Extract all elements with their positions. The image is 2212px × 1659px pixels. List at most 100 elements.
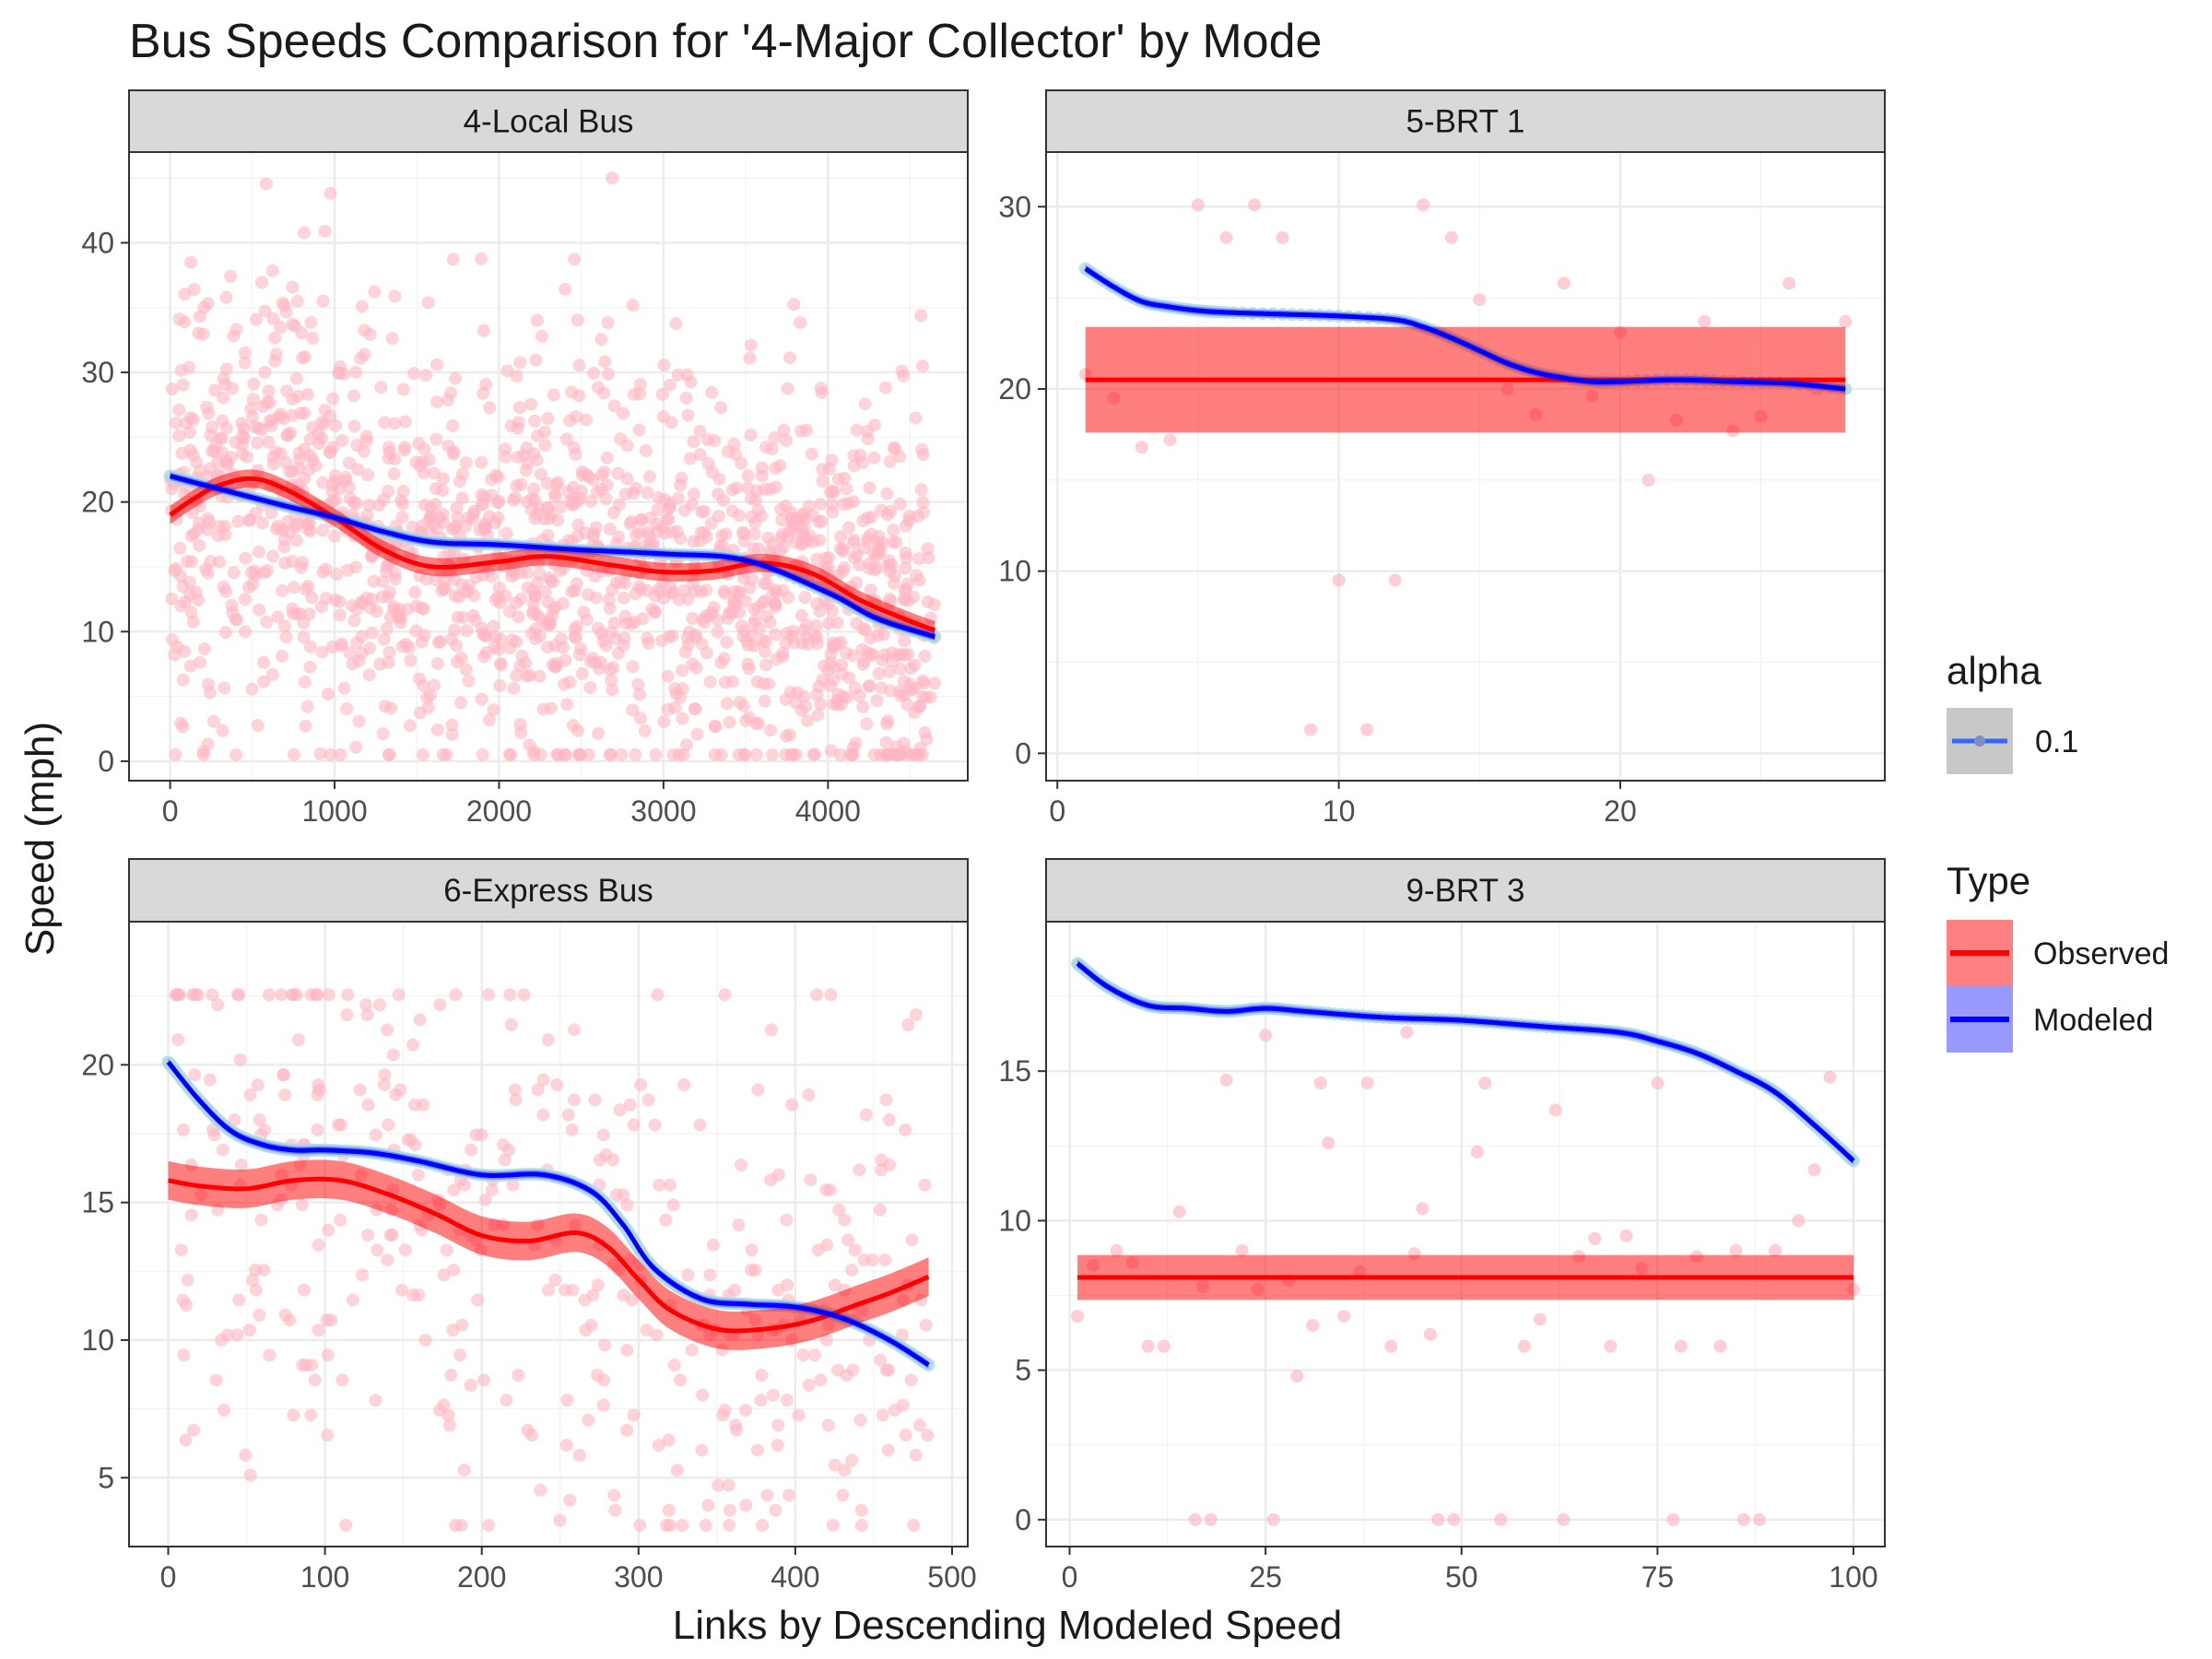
observed-point xyxy=(888,569,901,582)
observed-point xyxy=(591,621,605,635)
observed-point xyxy=(588,570,602,583)
observed-point xyxy=(343,491,357,505)
observed-point xyxy=(641,1093,655,1107)
observed-point xyxy=(172,403,186,417)
observed-point xyxy=(771,1439,784,1453)
observed-point xyxy=(800,713,814,727)
observed-point xyxy=(487,619,500,633)
observed-point xyxy=(322,1223,335,1237)
observed-point xyxy=(169,747,182,761)
facet-strip xyxy=(128,858,969,923)
observed-point xyxy=(371,1243,384,1257)
observed-point xyxy=(1416,1202,1430,1216)
observed-point xyxy=(312,1078,325,1092)
observed-point xyxy=(277,619,291,633)
observed-point xyxy=(421,700,435,714)
observed-point xyxy=(597,1338,611,1352)
observed-point xyxy=(513,401,527,415)
observed-point xyxy=(782,591,795,605)
observed-point xyxy=(369,1128,382,1142)
observed-point xyxy=(741,657,755,671)
observed-point xyxy=(182,425,196,439)
observed-point xyxy=(313,747,327,760)
observed-point xyxy=(786,747,800,761)
observed-point xyxy=(515,649,529,663)
observed-point xyxy=(726,595,740,609)
observed-point xyxy=(514,592,528,606)
observed-point xyxy=(915,747,929,761)
observed-point xyxy=(395,511,409,524)
facet-panel: 5-BRT 1 0 10 20 0 10 20 30 xyxy=(998,89,1886,828)
observed-point xyxy=(341,988,355,1002)
observed-point xyxy=(494,658,508,672)
observed-point xyxy=(488,468,502,482)
observed-point xyxy=(254,1213,268,1227)
observed-point xyxy=(382,645,396,659)
observed-point xyxy=(649,747,663,761)
observed-point xyxy=(856,700,870,713)
observed-point xyxy=(430,358,444,371)
observed-point xyxy=(499,450,512,464)
x-tick-label: 100 xyxy=(1829,1560,1877,1594)
panel-border xyxy=(1045,921,1886,1547)
y-tick-label: 20 xyxy=(81,486,114,519)
observed-point xyxy=(607,1488,621,1502)
observed-point xyxy=(620,1423,634,1437)
observed-point xyxy=(446,1324,460,1337)
observed-point xyxy=(219,290,233,304)
observed-point xyxy=(189,585,203,599)
observed-point xyxy=(1823,1070,1837,1084)
observed-point xyxy=(455,491,469,505)
observed-trend-line xyxy=(168,1176,930,1334)
observed-point xyxy=(527,447,541,461)
observed-point xyxy=(708,747,722,761)
observed-point xyxy=(536,702,550,716)
observed-point xyxy=(483,401,497,415)
observed-point xyxy=(914,309,928,323)
observed-point xyxy=(870,694,884,708)
observed-point xyxy=(172,429,186,442)
observed-point xyxy=(416,519,429,533)
observed-point xyxy=(1235,1243,1249,1257)
observed-point xyxy=(211,998,225,1012)
observed-point xyxy=(298,350,312,364)
observed-point xyxy=(289,371,303,385)
observed-point xyxy=(235,429,249,442)
observed-point xyxy=(446,419,460,433)
observed-point xyxy=(1768,1243,1782,1257)
observed-point xyxy=(225,382,239,395)
observed-point xyxy=(1548,1103,1562,1117)
x-tick-label: 100 xyxy=(300,1560,349,1594)
observed-point xyxy=(783,728,797,742)
observed-point xyxy=(246,393,260,406)
observed-point xyxy=(398,1243,412,1257)
observed-point xyxy=(165,382,179,396)
observed-point xyxy=(723,715,736,729)
y-tick-label: 15 xyxy=(998,1054,1031,1088)
observed-point xyxy=(796,1348,810,1362)
observed-point xyxy=(633,712,647,725)
observed-point xyxy=(469,571,483,584)
observed-point xyxy=(541,1033,555,1047)
x-tick-label: 2000 xyxy=(466,794,532,828)
observed-point xyxy=(685,1343,699,1357)
observed-point xyxy=(550,747,564,761)
observed-point xyxy=(861,535,875,548)
observed-point xyxy=(650,1328,664,1342)
observed-point xyxy=(640,1324,653,1337)
observed-point xyxy=(165,592,179,606)
observed-point xyxy=(794,424,807,438)
observed-point xyxy=(418,442,431,456)
observed-point xyxy=(840,482,853,496)
observed-point xyxy=(249,312,263,326)
observed-point xyxy=(326,392,340,406)
observed-point xyxy=(529,632,543,646)
observed-point xyxy=(427,517,441,531)
observed-point xyxy=(449,371,463,385)
observed-point xyxy=(234,1158,248,1171)
observed-point xyxy=(363,327,377,341)
observed-point xyxy=(743,351,757,365)
observed-point xyxy=(769,598,782,612)
observed-point xyxy=(455,467,469,481)
observed-point xyxy=(418,498,431,512)
